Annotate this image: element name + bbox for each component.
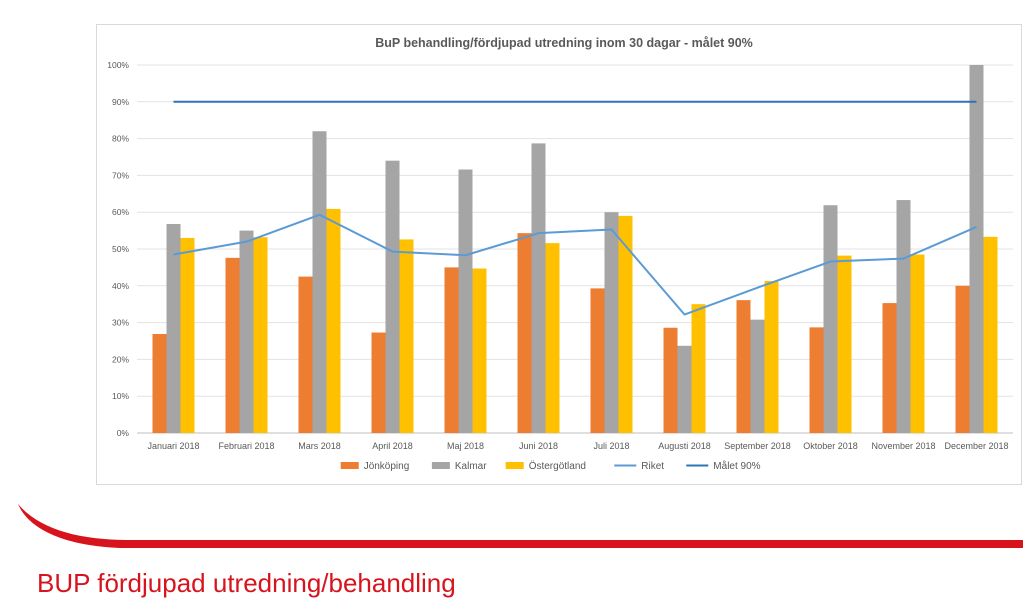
x-tick-label: Maj 2018 <box>447 441 484 451</box>
chart-svg: BuP behandling/fördjupad utredning inom … <box>107 36 1013 472</box>
x-axis-tick-labels: Januari 2018 Februari 2018 Mars 2018 April … <box>147 441 1008 451</box>
x-tick-label: September 2018 <box>724 441 791 451</box>
y-tick-label: 80% <box>112 134 129 144</box>
bar-östergötland <box>691 304 706 433</box>
bar-jönköping <box>809 327 824 433</box>
legend: Jönköping Kalmar Östergötland Riket Målet 90… <box>340 460 761 472</box>
bar-jönköping <box>298 276 313 433</box>
bar-östergötland <box>180 237 195 433</box>
swoosh-shape <box>18 504 1023 548</box>
bar-kalmar <box>823 205 838 433</box>
bar-kalmar <box>458 169 473 433</box>
chart-title: BuP behandling/fördjupad utredning inom … <box>375 36 753 50</box>
y-tick-label: 50% <box>112 244 129 254</box>
y-tick-label: 90% <box>112 97 129 107</box>
legend-label: Kalmar <box>455 461 487 472</box>
y-tick-label: 10% <box>112 391 129 401</box>
y-tick-label: 30% <box>112 318 129 328</box>
y-tick-label: 60% <box>112 207 129 217</box>
decorative-swoosh <box>18 504 1023 548</box>
bar-jönköping <box>882 303 897 433</box>
bar-kalmar <box>531 143 546 433</box>
bar-östergötland <box>326 208 341 433</box>
bar-kalmar <box>896 200 911 433</box>
bar-jönköping <box>590 288 605 433</box>
x-tick-label: Februari 2018 <box>218 441 274 451</box>
bar-kalmar <box>312 131 327 433</box>
bar-jönköping <box>736 300 751 433</box>
bar-jönköping <box>152 334 167 433</box>
bar-östergötland <box>253 237 268 433</box>
bar-östergötland <box>764 281 779 433</box>
legend-swatch <box>340 462 359 469</box>
x-tick-label: December 2018 <box>944 441 1008 451</box>
legend-label: Målet 90% <box>713 460 760 472</box>
legend-swatch <box>431 462 450 469</box>
y-tick-label: 70% <box>112 170 129 180</box>
y-axis-tick-labels: 0% 10% 20% 30% 40% 50% 60% 70% 80% 90% 100% <box>107 60 129 438</box>
bar-kalmar <box>166 223 181 433</box>
bar-jönköping <box>371 332 386 433</box>
bar-kalmar <box>385 160 400 433</box>
x-tick-label: Augusti 2018 <box>658 441 711 451</box>
x-tick-label: Juli 2018 <box>593 441 629 451</box>
x-tick-label: April 2018 <box>372 441 413 451</box>
x-tick-label: Januari 2018 <box>147 441 199 451</box>
chart-frame: BuP behandling/fördjupad utredning inom … <box>96 24 1022 485</box>
bar-kalmar <box>239 230 254 433</box>
bar-jönköping <box>225 257 240 433</box>
y-tick-label: 40% <box>112 281 129 291</box>
bar-östergötland <box>545 243 560 433</box>
bar-östergötland <box>910 254 925 433</box>
x-tick-label: Juni 2018 <box>519 441 558 451</box>
bar-jönköping <box>955 285 970 433</box>
y-tick-label: 20% <box>112 354 129 364</box>
bar-östergötland <box>983 236 998 433</box>
y-tick-label: 0% <box>117 428 130 438</box>
lines <box>173 100 977 316</box>
bar-kalmar <box>604 212 619 433</box>
bar-kalmar <box>750 319 765 433</box>
slide-title: BUP fördjupad utredning/behandling <box>37 568 456 598</box>
bar-jönköping <box>444 267 459 433</box>
legend-swatch <box>505 462 524 469</box>
x-tick-label: Mars 2018 <box>298 441 341 451</box>
bar-kalmar <box>969 65 984 433</box>
bar-östergötland <box>472 268 487 433</box>
y-tick-label: 100% <box>107 60 129 70</box>
x-tick-label: Oktober 2018 <box>803 441 858 451</box>
legend-label: Östergötland <box>529 460 586 472</box>
bar-östergötland <box>618 215 633 433</box>
bar-jönköping <box>517 233 532 433</box>
bar-östergötland <box>399 239 414 433</box>
x-tick-label: November 2018 <box>871 441 935 451</box>
gridlines <box>137 64 1013 434</box>
legend-label: Jönköping <box>364 461 410 472</box>
bar-kalmar <box>677 345 692 433</box>
line-riket <box>173 213 977 316</box>
bar-jönköping <box>663 327 678 433</box>
bar-östergötland <box>837 255 852 433</box>
legend-label: Riket <box>641 461 664 472</box>
